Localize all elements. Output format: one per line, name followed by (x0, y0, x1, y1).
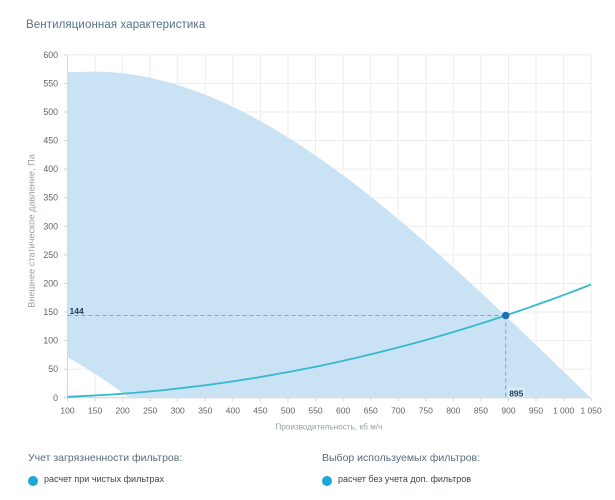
svg-text:150: 150 (43, 307, 58, 317)
svg-text:895: 895 (509, 388, 523, 398)
svg-text:950: 950 (529, 406, 543, 416)
svg-text:750: 750 (419, 406, 433, 416)
svg-text:144: 144 (70, 306, 84, 316)
svg-text:500: 500 (43, 107, 58, 117)
svg-text:650: 650 (364, 406, 378, 416)
svg-text:0: 0 (53, 393, 58, 403)
svg-text:100: 100 (43, 336, 58, 346)
svg-text:Внешнее статическое давление,: Внешнее статическое давление, Па (27, 153, 37, 307)
svg-text:300: 300 (171, 406, 185, 416)
svg-text:450: 450 (253, 406, 267, 416)
svg-text:300: 300 (43, 221, 58, 231)
svg-text:900: 900 (501, 406, 515, 416)
svg-text:350: 350 (198, 406, 212, 416)
svg-text:1 050: 1 050 (580, 406, 602, 416)
svg-text:1 000: 1 000 (553, 406, 575, 416)
svg-text:800: 800 (446, 406, 460, 416)
svg-text:400: 400 (226, 406, 240, 416)
svg-text:550: 550 (43, 78, 58, 88)
svg-text:850: 850 (474, 406, 488, 416)
svg-text:700: 700 (391, 406, 405, 416)
svg-text:100: 100 (60, 406, 74, 416)
svg-text:250: 250 (143, 406, 157, 416)
svg-text:Производительность, кб м/ч: Производительность, кб м/ч (275, 423, 382, 432)
svg-text:400: 400 (43, 164, 58, 174)
svg-text:50: 50 (48, 364, 58, 374)
svg-text:450: 450 (43, 136, 58, 146)
svg-text:200: 200 (43, 279, 58, 289)
svg-text:250: 250 (43, 250, 58, 260)
svg-text:500: 500 (281, 406, 295, 416)
svg-text:350: 350 (43, 193, 58, 203)
svg-text:550: 550 (308, 406, 322, 416)
svg-text:200: 200 (116, 406, 130, 416)
svg-text:600: 600 (336, 406, 350, 416)
svg-text:600: 600 (43, 50, 58, 60)
svg-text:150: 150 (88, 406, 102, 416)
